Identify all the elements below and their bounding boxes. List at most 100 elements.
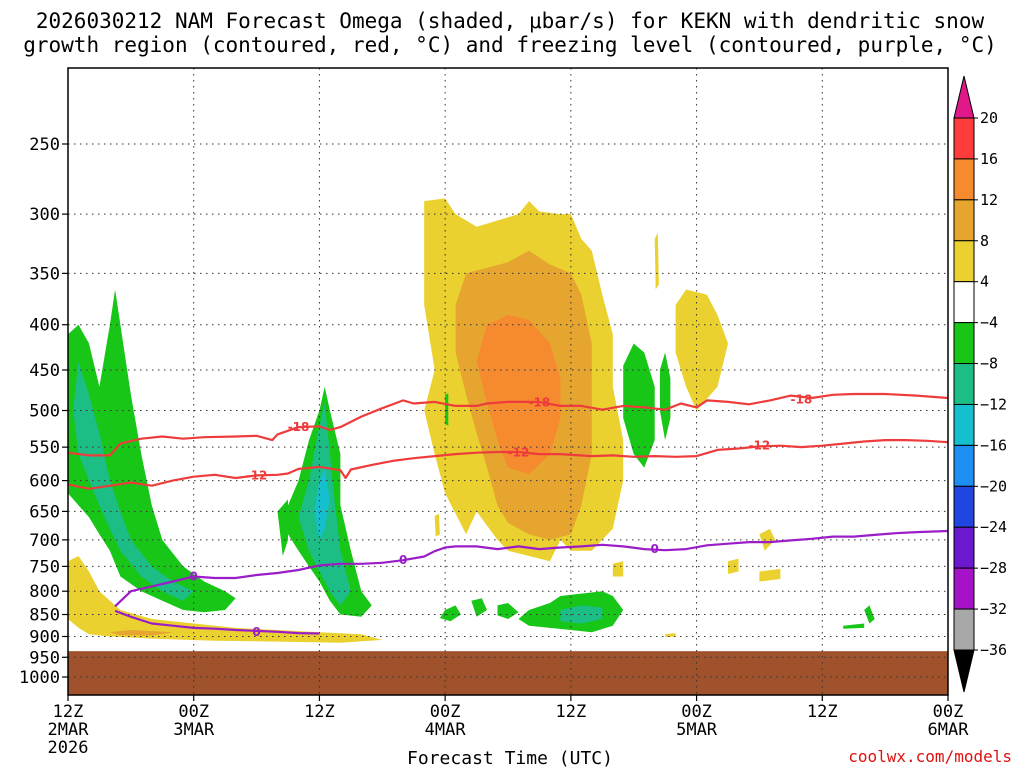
colorbar-label-9: −20 bbox=[980, 477, 1007, 495]
y-tick-label-550: 550 bbox=[29, 438, 60, 458]
x-tick-label-84-0: 00Z bbox=[933, 702, 964, 722]
contour-label-0-0: -18 bbox=[288, 420, 310, 434]
omega-region-15 bbox=[497, 603, 519, 619]
omega-region-12 bbox=[277, 499, 288, 556]
y-tick-label-400: 400 bbox=[29, 316, 60, 336]
contour-line-3 bbox=[114, 609, 320, 635]
contour-label-1-1: -12 bbox=[508, 446, 530, 460]
omega-region-24 bbox=[728, 558, 739, 574]
contour-label-3-0: 0 bbox=[252, 625, 260, 639]
colorbar-label-7: −12 bbox=[980, 395, 1007, 413]
omega-region-3 bbox=[68, 289, 236, 613]
omega-region-20 bbox=[109, 630, 173, 636]
omega-region-28 bbox=[434, 513, 440, 537]
y-tick-label-250: 250 bbox=[29, 135, 60, 155]
pressure-axis: 2503003504004505005506006507007508008509… bbox=[19, 135, 68, 688]
terrain-fill bbox=[68, 651, 948, 695]
chart-title-line-1: 2026030212 NAM Forecast Omega (shaded, μ… bbox=[36, 9, 985, 33]
omega-region-11 bbox=[659, 352, 671, 441]
omega-region-9 bbox=[560, 605, 603, 624]
omega-region-2 bbox=[476, 315, 561, 475]
y-tick-label-950: 950 bbox=[29, 648, 60, 668]
colorbar-label-5: −4 bbox=[980, 314, 998, 332]
colorbar-swatch-6 bbox=[953, 363, 975, 405]
x-tick-label-48-0: 12Z bbox=[555, 702, 586, 722]
y-tick-label-350: 350 bbox=[29, 264, 60, 284]
y-tick-label-800: 800 bbox=[29, 582, 60, 602]
omega-region-23 bbox=[759, 528, 776, 551]
colorbar-swatch-12 bbox=[953, 608, 975, 651]
omega-region-26 bbox=[759, 568, 781, 582]
colorbar-swatch-0 bbox=[953, 117, 975, 160]
colorbar-label-1: 16 bbox=[980, 150, 998, 168]
colorbar-swatch-1 bbox=[953, 158, 975, 201]
omega-region-7 bbox=[314, 467, 330, 540]
x-tick-label-72-0: 12Z bbox=[807, 702, 838, 722]
colorbar-swatch-7 bbox=[953, 403, 975, 446]
contour-label-0-2: -18 bbox=[790, 393, 812, 407]
colorbar-label-13: −36 bbox=[980, 641, 1007, 659]
colorbar-swatch-11 bbox=[953, 567, 975, 610]
x-tick-label-0-2: 2026 bbox=[48, 738, 89, 758]
y-tick-label-850: 850 bbox=[29, 606, 60, 626]
contour-line-1 bbox=[68, 439, 948, 490]
contour-label-2-1: 0 bbox=[399, 553, 407, 567]
contour-label-2-0: 0 bbox=[190, 570, 198, 584]
x-tick-label-24-0: 12Z bbox=[304, 702, 335, 722]
colorbar-swatch-3 bbox=[953, 240, 975, 283]
omega-region-16 bbox=[843, 623, 865, 629]
omega-region-13 bbox=[439, 605, 461, 622]
colorbar-swatch-9 bbox=[953, 485, 975, 528]
x-tick-label-60-0: 00Z bbox=[681, 702, 712, 722]
contour-line-2 bbox=[114, 529, 948, 608]
colorbar-label-6: −8 bbox=[980, 355, 998, 373]
colorbar-swatch-2 bbox=[953, 199, 975, 242]
x-tick-label-60-1: 5MAR bbox=[676, 720, 718, 740]
credit-text: coolwx.com/models bbox=[848, 747, 1012, 766]
omega-region-10 bbox=[623, 343, 655, 468]
omega-region-14 bbox=[471, 598, 487, 617]
omega-region-18 bbox=[445, 393, 449, 426]
omega-region-22 bbox=[654, 232, 659, 290]
x-tick-label-36-1: 4MAR bbox=[425, 720, 467, 740]
contour-label-1-2: -12 bbox=[749, 439, 771, 453]
contour-label-1-0: -12 bbox=[246, 468, 268, 482]
colorbar-swatch-10 bbox=[953, 526, 975, 569]
omega-region-21 bbox=[675, 289, 728, 411]
y-tick-label-700: 700 bbox=[29, 531, 60, 551]
y-tick-label-300: 300 bbox=[29, 205, 60, 225]
temperature-contours: -18 -18 -18 -12 -12 -12 0 0 0 0 bbox=[68, 392, 948, 639]
omega-region-27 bbox=[665, 633, 676, 638]
x-tick-label-84-1: 6MAR bbox=[928, 720, 970, 740]
colorbar-swatch-8 bbox=[953, 444, 975, 487]
omega-region-25 bbox=[612, 561, 624, 577]
contour-label-2-2: 0 bbox=[650, 542, 658, 556]
contour-line-0 bbox=[68, 392, 948, 457]
y-tick-label-900: 900 bbox=[29, 627, 60, 647]
omega-region-17 bbox=[864, 605, 875, 624]
x-axis-title: Forecast Time (UTC) bbox=[407, 748, 613, 768]
colorbar: 20 16 12 8 4 −4 −8 −12 −16 −20 −24 −28 −32 −36 bbox=[953, 75, 1007, 693]
colorbar-label-8: −16 bbox=[980, 436, 1007, 454]
colorbar-label-4: 4 bbox=[980, 273, 989, 291]
colorbar-label-12: −32 bbox=[980, 600, 1007, 618]
x-tick-label-36-0: 00Z bbox=[430, 702, 461, 722]
colorbar-bottom-arrow bbox=[953, 649, 975, 693]
contour-label-0-1: -18 bbox=[529, 396, 551, 410]
colorbar-swatch-5 bbox=[953, 322, 975, 365]
colorbar-swatch-4 bbox=[953, 281, 975, 324]
omega-region-4 bbox=[73, 361, 194, 601]
x-tick-label-0-0: 12Z bbox=[53, 702, 84, 722]
y-tick-label-600: 600 bbox=[29, 472, 60, 492]
colorbar-label-2: 12 bbox=[980, 191, 998, 209]
colorbar-label-10: −24 bbox=[980, 518, 1007, 536]
terrain-block bbox=[68, 651, 948, 695]
y-tick-label-500: 500 bbox=[29, 402, 60, 422]
x-tick-label-0-1: 2MAR bbox=[48, 720, 90, 740]
colorbar-label-0: 20 bbox=[980, 109, 998, 127]
x-tick-label-12-1: 3MAR bbox=[173, 720, 215, 740]
colorbar-label-3: 8 bbox=[980, 232, 989, 250]
chart-title-line-2: growth region (contoured, red, °C) and f… bbox=[23, 33, 997, 57]
x-tick-label-12-0: 00Z bbox=[178, 702, 209, 722]
